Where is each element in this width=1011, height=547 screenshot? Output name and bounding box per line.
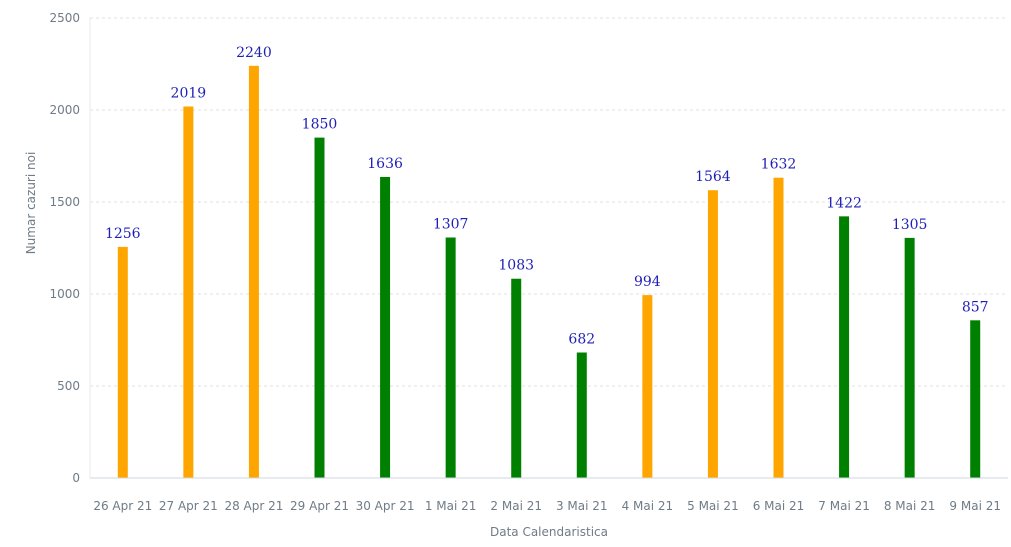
gridlines bbox=[90, 17, 1008, 387]
y-axis-title: Numar cazuri noi bbox=[24, 152, 38, 255]
x-axis-ticks: 26 Apr 21 27 Apr 21 28 Apr 21 29 Apr 21 30 A… bbox=[93, 499, 1001, 513]
data-label: 2240 bbox=[236, 45, 272, 61]
data-label: 994 bbox=[634, 274, 661, 290]
bar[interactable] bbox=[904, 237, 915, 478]
bar[interactable] bbox=[117, 246, 128, 478]
data-label: 2019 bbox=[171, 86, 207, 102]
y-tick-label: 2000 bbox=[49, 103, 80, 117]
x-tick-label: 26 Apr 21 bbox=[93, 499, 152, 513]
x-tick-label: 27 Apr 21 bbox=[159, 499, 218, 513]
x-tick-label: 9 Mai 21 bbox=[949, 499, 1001, 513]
x-tick-label: 2 Mai 21 bbox=[490, 499, 542, 513]
bar[interactable] bbox=[970, 320, 981, 478]
y-tick-label: 1500 bbox=[49, 195, 80, 209]
x-tick-label: 3 Mai 21 bbox=[556, 499, 608, 513]
y-tick-label: 500 bbox=[57, 379, 80, 393]
bar[interactable] bbox=[773, 177, 784, 478]
x-tick-label: 8 Mai 21 bbox=[884, 499, 936, 513]
data-label: 682 bbox=[568, 332, 595, 348]
bars bbox=[117, 65, 981, 479]
bar[interactable] bbox=[839, 216, 850, 479]
y-tick-label: 1000 bbox=[49, 287, 80, 301]
bar[interactable] bbox=[380, 176, 391, 478]
bar[interactable] bbox=[576, 352, 587, 478]
x-tick-label: 4 Mai 21 bbox=[622, 499, 674, 513]
x-tick-label: 30 Apr 21 bbox=[356, 499, 415, 513]
data-label: 1632 bbox=[761, 157, 797, 173]
bar[interactable] bbox=[445, 237, 456, 478]
data-labels: 1256 2019 2240 1850 1636 1307 1083 682 994 1564 16… bbox=[105, 45, 989, 348]
bar[interactable] bbox=[248, 65, 259, 478]
bar[interactable] bbox=[511, 278, 522, 478]
y-axis-ticks: 0 500 1000 1500 2000 2500 bbox=[49, 11, 80, 485]
x-tick-label: 6 Mai 21 bbox=[753, 499, 805, 513]
data-label: 1083 bbox=[498, 258, 534, 274]
bar[interactable] bbox=[707, 190, 718, 478]
x-tick-label: 5 Mai 21 bbox=[687, 499, 739, 513]
data-label: 1307 bbox=[433, 217, 469, 233]
bar[interactable] bbox=[642, 295, 653, 478]
data-label: 1564 bbox=[695, 169, 731, 185]
data-label: 1636 bbox=[367, 156, 403, 172]
x-tick-label: 29 Apr 21 bbox=[290, 499, 349, 513]
x-axis-title: Data Calendaristica bbox=[490, 525, 608, 539]
bar[interactable] bbox=[314, 137, 325, 478]
data-label: 1256 bbox=[105, 226, 141, 242]
x-tick-label: 28 Apr 21 bbox=[224, 499, 283, 513]
x-tick-label: 7 Mai 21 bbox=[818, 499, 870, 513]
bar[interactable] bbox=[183, 106, 194, 478]
y-tick-label: 2500 bbox=[49, 11, 80, 25]
data-label: 1422 bbox=[826, 195, 862, 211]
y-tick-label: 0 bbox=[72, 471, 80, 485]
data-label: 1850 bbox=[302, 117, 338, 133]
data-label: 1305 bbox=[892, 217, 928, 233]
data-label: 857 bbox=[962, 299, 989, 315]
x-tick-label: 1 Mai 21 bbox=[425, 499, 477, 513]
